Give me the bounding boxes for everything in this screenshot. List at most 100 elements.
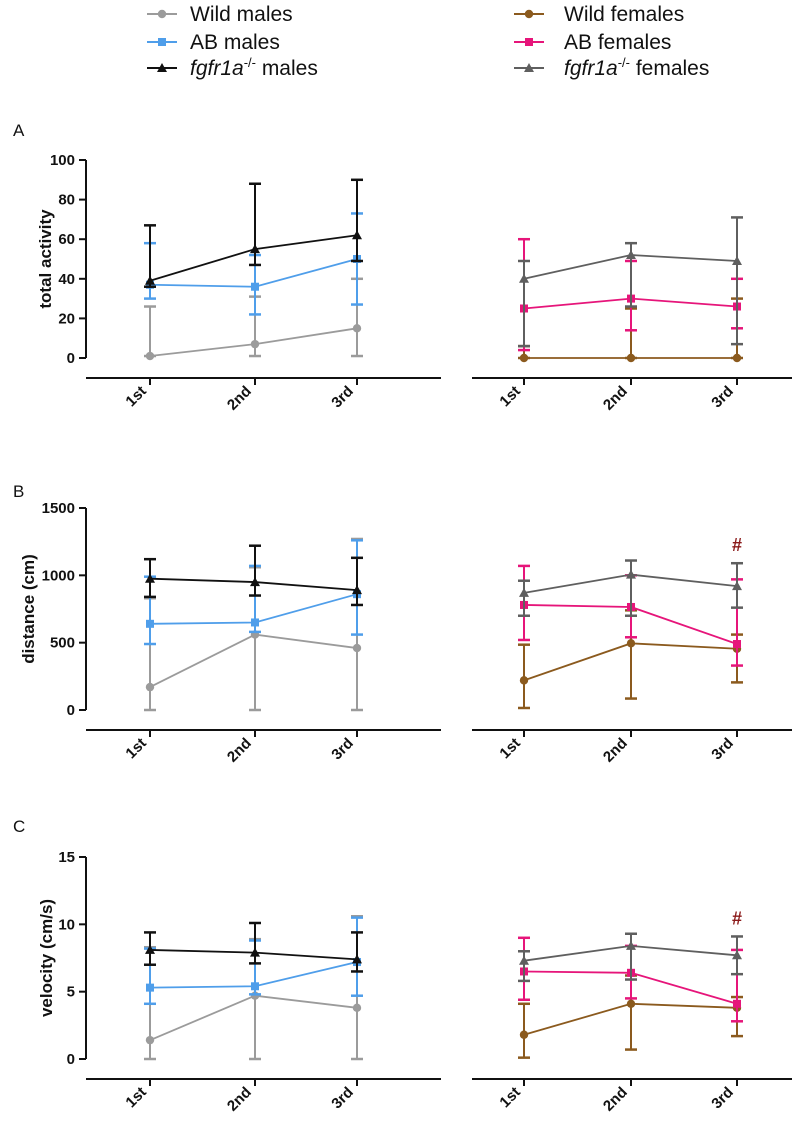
legend-item-fgfr1a-males: fgfr1a-/- males	[147, 55, 318, 80]
series-ab-males	[144, 539, 363, 646]
data-point	[519, 587, 529, 597]
legend-label: fgfr1a-/- females	[564, 55, 709, 80]
group-females: 1st 2nd 3rd #	[472, 908, 792, 1115]
data-point	[626, 940, 636, 950]
data-point	[626, 353, 636, 363]
significance-mark: #	[732, 535, 742, 555]
data-point	[519, 955, 529, 965]
data-point	[732, 581, 742, 591]
x-tick-label: 1st	[496, 735, 523, 762]
data-point	[145, 944, 155, 954]
y-axis-label: total activity	[36, 209, 55, 309]
y-tick-label: 60	[58, 231, 75, 248]
panel-letter: C	[13, 817, 25, 836]
group-males: 1st 2nd 3rd	[86, 178, 441, 414]
data-point	[732, 950, 742, 960]
series-fgfr1a-males	[144, 921, 363, 973]
y-tick-label: 0	[67, 702, 75, 719]
data-point	[733, 999, 741, 1008]
data-point	[352, 1003, 362, 1013]
series-fgfr1a-females	[518, 932, 743, 983]
x-tick-label: 1st	[496, 1084, 523, 1111]
y-axis-label: distance (cm)	[19, 554, 38, 664]
legend-marker-square	[525, 38, 533, 46]
data-point	[732, 353, 742, 363]
x-tick-label: 3rd	[708, 1084, 737, 1113]
data-point	[145, 573, 155, 583]
series-fgfr1a-males	[144, 178, 363, 288]
data-point	[733, 640, 741, 649]
x-tick-label: 3rd	[708, 735, 737, 764]
data-point	[352, 230, 362, 240]
data-point	[519, 273, 529, 283]
legend-label: Wild females	[564, 3, 684, 26]
legend-label: fgfr1a-/- males	[190, 55, 318, 80]
data-point	[145, 682, 155, 692]
panel-letter: B	[13, 482, 24, 501]
data-point	[250, 244, 260, 254]
data-point	[626, 639, 636, 648]
y-tick-label: 5	[67, 984, 75, 1001]
x-tick-label: 1st	[122, 1084, 149, 1111]
x-tick-label: 2nd	[600, 735, 631, 766]
x-tick-label: 2nd	[600, 1084, 631, 1115]
data-point	[519, 1030, 529, 1039]
x-tick-label: 1st	[496, 383, 523, 410]
x-tick-label: 3rd	[328, 1084, 357, 1113]
x-tick-label: 1st	[122, 735, 149, 762]
y-tick-label: 1500	[42, 500, 75, 517]
data-point	[352, 643, 362, 653]
y-tick-label: 80	[58, 192, 75, 209]
y-tick-label: 100	[50, 152, 75, 169]
data-point	[250, 947, 260, 957]
group-males: 1st 2nd 3rd	[86, 915, 441, 1115]
y-tick-label: 20	[58, 310, 75, 327]
series-line	[149, 234, 358, 282]
x-tick-label: 2nd	[224, 735, 255, 766]
data-point	[145, 275, 155, 285]
legend-label: AB males	[190, 31, 280, 54]
series-fgfr1a-females	[518, 559, 743, 617]
x-tick-label: 2nd	[224, 383, 255, 414]
x-tick-label: 3rd	[328, 383, 357, 412]
panel-letter: A	[13, 121, 25, 140]
data-point	[251, 282, 259, 291]
series-fgfr1a-females	[518, 216, 743, 348]
series-line	[149, 258, 358, 288]
y-tick-label: 40	[58, 271, 75, 288]
y-tick-label: 1000	[42, 567, 75, 584]
series-wild-males	[144, 277, 363, 361]
data-point	[352, 954, 362, 964]
legend-marker-square	[158, 38, 166, 46]
series-ab-males	[144, 916, 363, 1006]
legend-marker-triangle	[524, 63, 534, 72]
x-tick-label: 1st	[122, 383, 149, 410]
legend-item-ab-males: AB males	[147, 31, 280, 54]
group-females: 1st 2nd 3rd	[472, 216, 792, 414]
legend-item-ab-females: AB females	[514, 31, 671, 54]
significance-mark: #	[732, 908, 742, 928]
data-point	[145, 351, 155, 361]
y-tick-label: 10	[58, 916, 75, 933]
data-point	[732, 255, 742, 265]
legend-marker-circle	[157, 9, 167, 19]
data-point	[626, 999, 636, 1008]
y-tick-label: 0	[67, 350, 75, 367]
data-point	[626, 250, 636, 260]
legend-item-fgfr1a-females: fgfr1a-/- females	[514, 55, 709, 80]
data-point	[352, 585, 362, 595]
data-point	[519, 353, 529, 363]
legend-item-wild-females: Wild females	[514, 3, 684, 26]
x-tick-label: 3rd	[708, 383, 737, 412]
data-point	[250, 577, 260, 587]
group-males: 1st 2nd 3rd	[86, 537, 441, 766]
x-tick-label: 3rd	[328, 735, 357, 764]
y-axis-label: velocity (cm/s)	[37, 899, 56, 1017]
series-line	[149, 994, 358, 1041]
legend-marker-triangle	[157, 63, 167, 72]
